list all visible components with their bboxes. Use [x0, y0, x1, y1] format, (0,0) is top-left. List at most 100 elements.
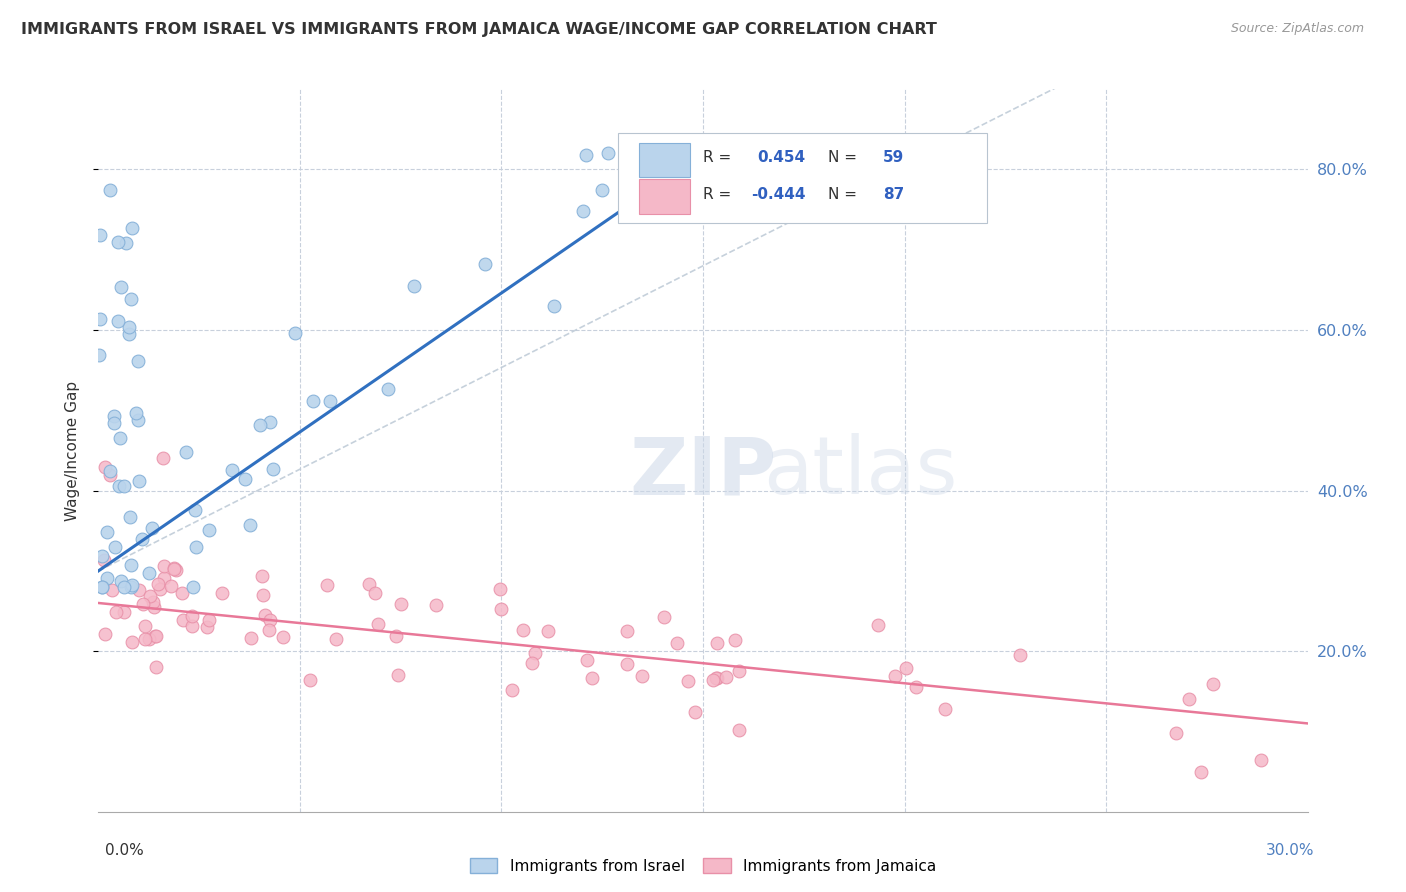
Text: 0.0%: 0.0% [105, 843, 145, 858]
Point [142, 595, 165, 609]
Point [299, 673, 322, 687]
Point [591, 183, 613, 197]
Point [96, 571, 118, 585]
Point [145, 630, 167, 644]
Point [134, 632, 156, 647]
Point [153, 571, 176, 585]
Text: Source: ZipAtlas.com: Source: ZipAtlas.com [1230, 22, 1364, 36]
Point [425, 598, 447, 612]
Point [239, 518, 262, 533]
Text: R =: R = [703, 151, 737, 166]
Bar [638, 143, 690, 178]
Point [120, 580, 142, 594]
Point [631, 669, 654, 683]
Text: atlas: atlas [763, 434, 957, 511]
Point [868, 617, 890, 632]
Point [138, 590, 160, 604]
Point [575, 653, 598, 667]
Legend: Immigrants from Israel, Immigrants from Jamaica: Immigrants from Israel, Immigrants from … [464, 852, 942, 880]
Point [543, 300, 565, 314]
Point [174, 445, 197, 459]
Point [163, 562, 186, 576]
Point [105, 605, 128, 619]
Text: 30.0%: 30.0% [1267, 843, 1315, 858]
Point [170, 586, 193, 600]
Point [387, 668, 409, 682]
Point [1191, 764, 1213, 779]
Point [107, 314, 129, 328]
Point [520, 656, 543, 670]
Point [93, 552, 115, 566]
Point [108, 431, 131, 445]
Point [145, 629, 167, 643]
Point [103, 416, 125, 430]
Point [252, 589, 274, 603]
Point [142, 600, 165, 615]
Point [98, 467, 121, 482]
Point [575, 148, 598, 162]
Point [363, 586, 385, 600]
Point [172, 613, 194, 627]
Point [581, 671, 603, 685]
Point [905, 681, 928, 695]
Point [404, 278, 426, 293]
Point [233, 472, 256, 486]
Point [163, 561, 186, 575]
Text: 0.454: 0.454 [758, 151, 806, 166]
Point [367, 617, 389, 632]
Point [1250, 754, 1272, 768]
Point [165, 563, 187, 577]
Point [120, 558, 142, 572]
Point [118, 327, 141, 342]
Point [706, 671, 728, 685]
Point [112, 580, 135, 594]
Point [884, 669, 907, 683]
Point [160, 579, 183, 593]
Point [181, 609, 204, 624]
Point [128, 583, 150, 598]
Point [195, 619, 218, 633]
Point [138, 632, 160, 646]
Point [87, 348, 110, 362]
Point [127, 413, 149, 427]
Point [91, 580, 114, 594]
Text: ZIP: ZIP [630, 434, 776, 511]
Point [125, 406, 148, 420]
Point [676, 673, 699, 688]
Point [359, 576, 381, 591]
Point [474, 257, 496, 271]
Point [1008, 648, 1031, 663]
Point [152, 451, 174, 466]
Point [894, 661, 917, 675]
Point [377, 382, 399, 396]
Text: -0.444: -0.444 [751, 187, 806, 202]
Point [98, 464, 121, 478]
Point [94, 459, 117, 474]
Text: 87: 87 [883, 187, 904, 202]
Point [104, 540, 127, 554]
Point [149, 582, 172, 596]
Point [114, 479, 136, 493]
Point [572, 203, 595, 218]
Point [146, 577, 169, 591]
Point [100, 583, 122, 598]
Point [537, 624, 560, 638]
Point [145, 660, 167, 674]
Point [254, 607, 277, 622]
Point [727, 723, 749, 738]
Point [666, 635, 689, 649]
Point [127, 354, 149, 368]
Point [1202, 677, 1225, 691]
Point [302, 394, 325, 409]
Point [91, 549, 114, 564]
Point [652, 610, 675, 624]
Point [249, 417, 271, 432]
Point [389, 597, 412, 611]
Point [262, 462, 284, 476]
Point [110, 280, 132, 294]
Point [107, 235, 129, 249]
Point [96, 525, 118, 540]
Point [120, 293, 142, 307]
Point [728, 665, 751, 679]
Text: N =: N = [828, 187, 862, 202]
